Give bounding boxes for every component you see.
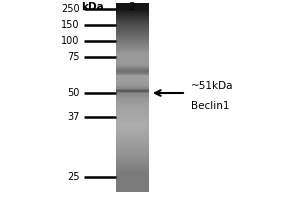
Text: 25: 25 — [67, 172, 80, 182]
Text: Beclin1: Beclin1 — [190, 101, 229, 111]
Text: 50: 50 — [67, 88, 80, 98]
Text: 37: 37 — [67, 112, 80, 122]
Text: kDa: kDa — [82, 2, 104, 12]
Text: 150: 150 — [61, 20, 80, 30]
Text: 100: 100 — [61, 36, 80, 46]
Text: ~51kDa: ~51kDa — [190, 81, 233, 91]
Text: 250: 250 — [61, 4, 80, 14]
Text: 75: 75 — [67, 52, 80, 62]
Text: 2: 2 — [128, 2, 136, 12]
